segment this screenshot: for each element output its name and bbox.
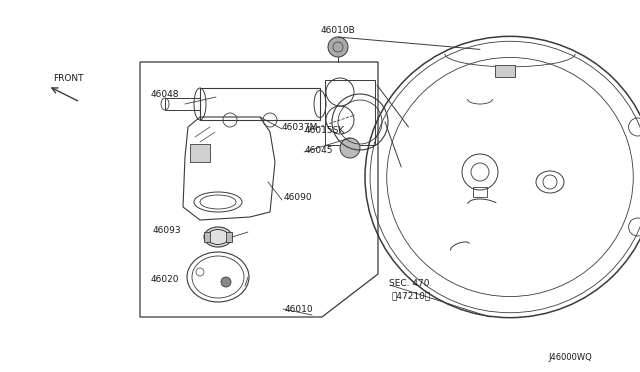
Text: 46045: 46045	[305, 145, 333, 154]
Text: 46048: 46048	[151, 90, 179, 99]
Ellipse shape	[204, 227, 232, 247]
Text: 46010B: 46010B	[321, 26, 355, 35]
Circle shape	[328, 37, 348, 57]
Circle shape	[221, 277, 231, 287]
Bar	[495, 65, 515, 77]
Bar	[473, 187, 487, 197]
Circle shape	[340, 138, 360, 158]
Bar	[204, 232, 210, 242]
Text: 46090: 46090	[284, 192, 312, 202]
Text: SEC. 470: SEC. 470	[389, 279, 429, 289]
Bar	[165, 98, 200, 110]
Text: 46010: 46010	[285, 305, 314, 314]
Bar	[226, 232, 232, 242]
Bar	[200, 88, 320, 120]
Text: 46020: 46020	[151, 276, 179, 285]
Text: FRONT: FRONT	[52, 74, 83, 83]
Text: 46015SK: 46015SK	[305, 125, 345, 135]
Bar	[190, 144, 210, 162]
Text: 46093: 46093	[153, 225, 182, 234]
Text: J46000WQ: J46000WQ	[548, 353, 592, 362]
Text: 46037M: 46037M	[282, 122, 318, 131]
Bar	[325, 80, 375, 145]
Text: 〴47210〵: 〴47210〵	[392, 292, 431, 301]
